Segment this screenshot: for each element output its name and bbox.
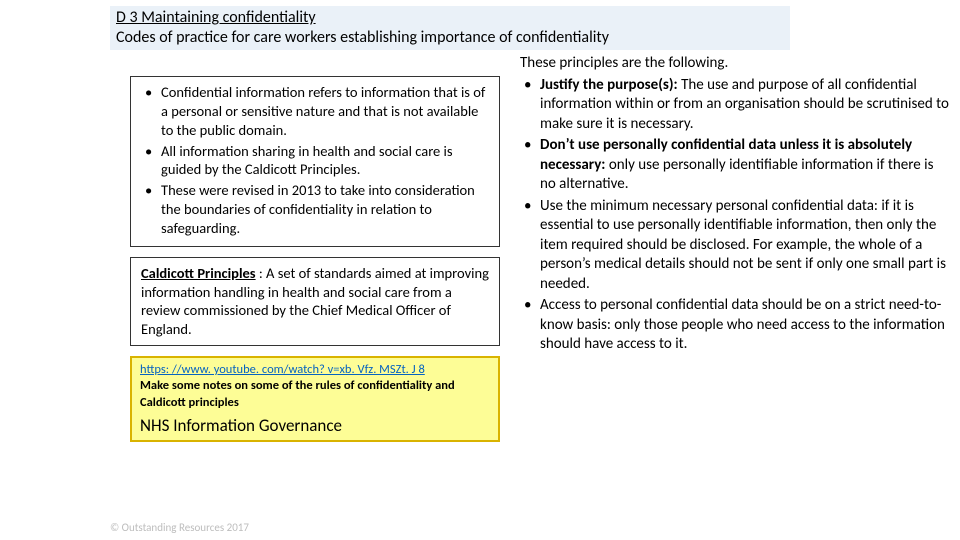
definition-list: Confidential information refers to infor…: [141, 83, 489, 238]
definition-box: Confidential information refers to infor…: [130, 76, 500, 247]
youtube-link[interactable]: https: //www. youtube. com/watch? v=xb. …: [140, 362, 425, 377]
list-item: Use the minimum necessary personal confi…: [520, 197, 950, 295]
list-item: All information sharing in health and so…: [141, 142, 489, 180]
list-item: Confidential information refers to infor…: [141, 83, 489, 140]
header-line2: Codes of practice for care workers estab…: [116, 28, 784, 48]
list-item: These were revised in 2013 to take into …: [141, 181, 489, 238]
list-item: Don’t use personally confidential data u…: [520, 136, 950, 195]
list-item: Justify the purpose(s): The use and purp…: [520, 76, 950, 135]
notes-instruction: Make some notes on some of the rules of …: [140, 378, 455, 409]
caldicott-title: Caldicott Principles: [141, 264, 256, 282]
principles-column: These principles are the following. Just…: [520, 54, 950, 357]
principles-lead: These principles are the following.: [520, 54, 950, 74]
principles-list: Justify the purpose(s): The use and purp…: [520, 76, 950, 355]
header-line1: D 3 Maintaining confidentiality: [116, 8, 784, 28]
list-item: Access to personal confidential data sho…: [520, 296, 950, 355]
copyright-footer: © Outstanding Resources 2017: [110, 521, 249, 534]
header-block: D 3 Maintaining confidentiality Codes of…: [110, 6, 790, 50]
resource-box: https: //www. youtube. com/watch? v=xb. …: [130, 356, 500, 442]
caldicott-box: Caldicott Principles : A set of standard…: [130, 257, 500, 346]
left-column: Confidential information refers to infor…: [130, 76, 500, 442]
nhs-governance-title: NHS Information Governance: [140, 415, 490, 436]
